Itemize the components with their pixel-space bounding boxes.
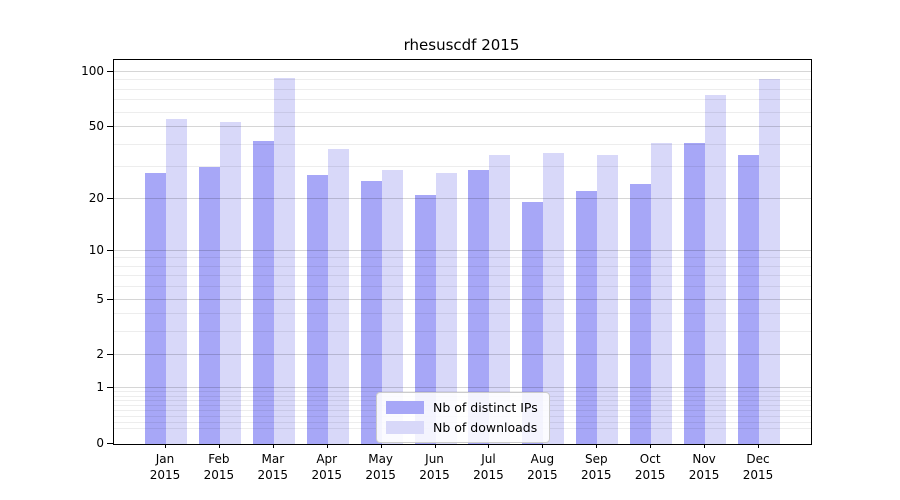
y-tick-label-5: 5 bbox=[96, 291, 104, 306]
bar-ips-oct bbox=[630, 184, 652, 444]
x-tick-label-may: May 2015 bbox=[365, 452, 396, 482]
x-tick-mark-nov bbox=[704, 444, 706, 448]
bar-ips-jun bbox=[414, 194, 436, 444]
legend-swatch-distinct-ips bbox=[386, 401, 424, 414]
y-tick-mark-2 bbox=[107, 354, 113, 356]
x-tick-label-feb: Feb 2015 bbox=[203, 452, 235, 482]
y-tick-mark-5 bbox=[107, 298, 113, 300]
gridline-80 bbox=[114, 88, 811, 90]
y-tick-mark-100 bbox=[107, 70, 113, 72]
x-tick-label-aug: Aug 2015 bbox=[527, 452, 558, 482]
bar-downloads-apr bbox=[327, 148, 349, 444]
x-tick-label-apr: Apr 2015 bbox=[311, 452, 342, 482]
x-tick-mark-apr bbox=[326, 444, 328, 448]
gridline-90 bbox=[114, 79, 811, 81]
bar-downloads-may bbox=[381, 169, 403, 444]
x-tick-label-mar: Mar 2015 bbox=[257, 452, 289, 482]
x-tick-mark-jan bbox=[165, 444, 166, 448]
x-tick-label-sep: Sep 2015 bbox=[580, 452, 612, 482]
legend-row-downloads: Nb of downloads bbox=[386, 420, 538, 435]
x-tick-label-nov: Nov 2015 bbox=[688, 452, 720, 482]
y-tick-label-10: 10 bbox=[88, 242, 104, 257]
bar-downloads-jan bbox=[166, 119, 187, 444]
x-tick-mark-mar bbox=[272, 444, 274, 448]
x-tick-mark-dec bbox=[758, 444, 759, 448]
y-tick-mark-10 bbox=[107, 249, 113, 251]
legend-row-distinct-ips: Nb of distinct IPs bbox=[386, 400, 538, 415]
legend-swatch-downloads bbox=[386, 421, 424, 434]
plot-area: Nb of distinct IPs Nb of downloads bbox=[113, 59, 812, 445]
chart-title: rhesuscdf 2015 bbox=[403, 36, 520, 54]
bar-downloads-sep bbox=[597, 155, 619, 444]
y-tick-mark-1 bbox=[107, 387, 113, 389]
bar-downloads-oct bbox=[651, 142, 673, 444]
y-tick-label-50: 50 bbox=[88, 118, 104, 133]
bar-downloads-jul bbox=[489, 155, 511, 444]
bar-ips-jul bbox=[468, 169, 490, 444]
bar-downloads-feb bbox=[219, 122, 241, 444]
bar-downloads-aug bbox=[543, 152, 565, 444]
legend-label-distinct-ips: Nb of distinct IPs bbox=[433, 400, 538, 415]
y-tick-label-100: 100 bbox=[81, 63, 104, 78]
x-tick-label-oct: Oct 2015 bbox=[634, 452, 666, 482]
bar-ips-dec bbox=[738, 155, 759, 444]
bar-downloads-jun bbox=[435, 172, 457, 444]
x-tick-label-jul: Jul 2015 bbox=[473, 452, 504, 482]
x-tick-mark-sep bbox=[596, 444, 598, 448]
gridline-100 bbox=[114, 70, 811, 72]
y-tick-label-2: 2 bbox=[96, 347, 104, 362]
y-tick-mark-0 bbox=[107, 443, 113, 444]
legend: Nb of distinct IPs Nb of downloads bbox=[376, 392, 550, 443]
x-tick-mark-jul bbox=[488, 444, 490, 448]
x-tick-mark-may bbox=[380, 444, 382, 448]
x-tick-mark-aug bbox=[542, 444, 544, 448]
bar-downloads-mar bbox=[273, 77, 295, 444]
y-tick-label-0: 0 bbox=[96, 436, 104, 450]
y-tick-label-20: 20 bbox=[88, 190, 104, 205]
x-tick-label-dec: Dec 2015 bbox=[742, 452, 774, 482]
x-tick-mark-feb bbox=[218, 444, 220, 448]
x-tick-label-jan: Jan 2015 bbox=[149, 452, 181, 482]
y-tick-mark-20 bbox=[107, 197, 113, 199]
bar-ips-sep bbox=[576, 191, 598, 444]
bar-ips-aug bbox=[522, 202, 544, 444]
bar-downloads-nov bbox=[705, 94, 727, 444]
x-tick-label-jun: Jun 2015 bbox=[419, 452, 450, 482]
legend-label-downloads: Nb of downloads bbox=[433, 420, 538, 435]
bar-ips-apr bbox=[306, 175, 328, 444]
x-tick-mark-jun bbox=[434, 444, 436, 448]
x-tick-mark-oct bbox=[650, 444, 652, 448]
y-tick-mark-50 bbox=[107, 125, 113, 127]
bar-downloads-dec bbox=[759, 79, 780, 444]
bar-ips-nov bbox=[684, 142, 706, 444]
bar-ips-feb bbox=[198, 167, 220, 444]
bar-ips-mar bbox=[252, 140, 274, 444]
bar-ips-jan bbox=[145, 172, 166, 444]
y-tick-label-1: 1 bbox=[96, 380, 104, 395]
bar-ips-may bbox=[360, 181, 382, 444]
